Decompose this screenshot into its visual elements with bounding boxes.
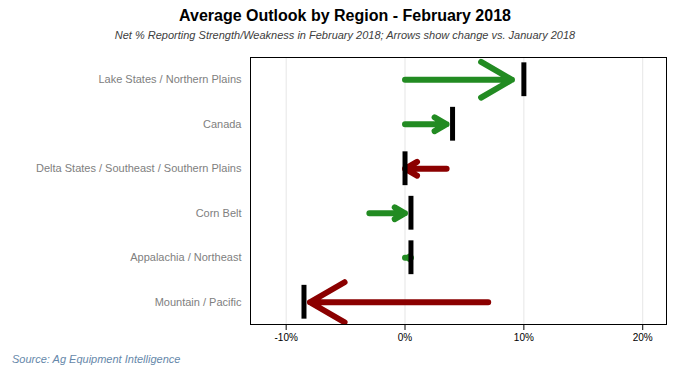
- html-text:Average Outlook by Region - Fe: Average Outlook by Region - February 201…: [179, 7, 511, 24]
- svg-text:Canada: Canada: [203, 118, 242, 130]
- html-text:Net % Reporting Strength/Weakn: Net % Reporting Strength/Weakness in Feb…: [114, 29, 576, 41]
- svg-text:Appalachia / Northeast: Appalachia / Northeast: [130, 251, 241, 263]
- svg-text:20%: 20%: [633, 332, 653, 343]
- html-text:Source: Ag Equipment Intellige: Source: Ag Equipment Intelligence: [12, 353, 181, 365]
- svg-text:Lake States / Northern Plains: Lake States / Northern Plains: [98, 73, 242, 85]
- svg-text:0%: 0%: [398, 332, 413, 343]
- svg-text:-10%: -10%: [274, 332, 297, 343]
- svg-text:Corn Belt: Corn Belt: [196, 207, 242, 219]
- svg-text:Mountain / Pacific: Mountain / Pacific: [155, 296, 242, 308]
- svg-text:10%: 10%: [514, 332, 534, 343]
- svg-text:Delta States / Southeast / Sou: Delta States / Southeast / Southern Plai…: [36, 162, 242, 174]
